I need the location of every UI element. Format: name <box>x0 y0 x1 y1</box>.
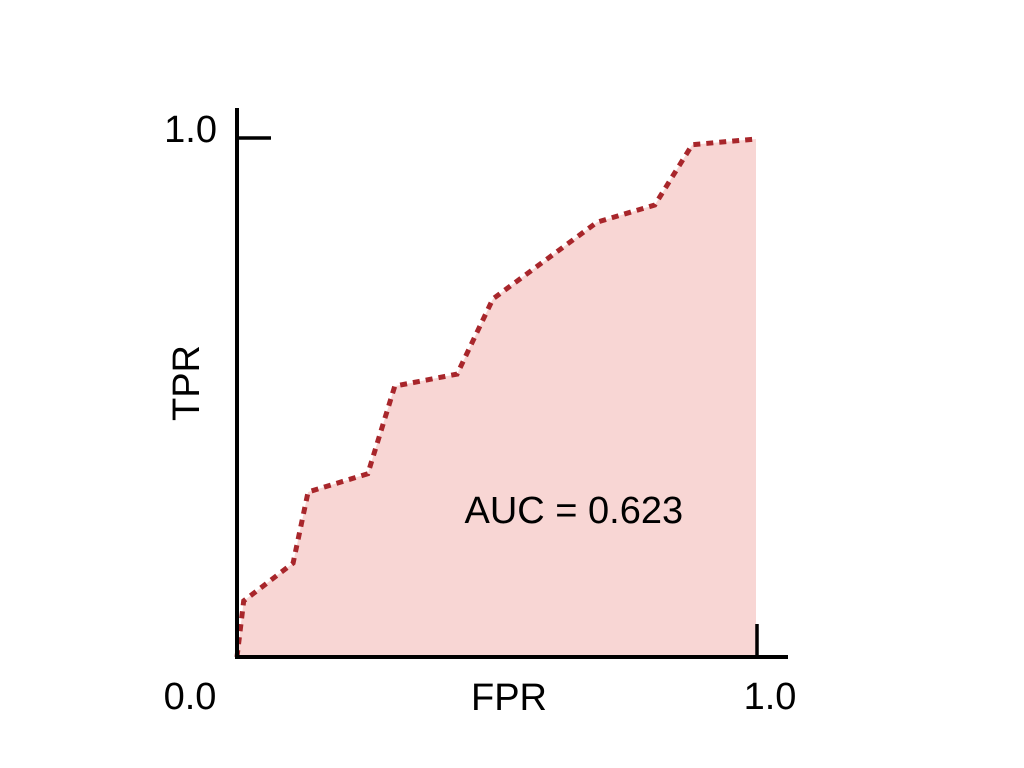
roc-fill <box>237 139 756 657</box>
x-tick-label-0.0: 0.0 <box>164 676 217 718</box>
x-tick-label-1.0: 1.0 <box>744 676 797 718</box>
roc-curve <box>234 136 757 658</box>
y-axis-title: TPR <box>166 345 208 421</box>
x-axis-title: FPR <box>471 677 547 719</box>
auc-annotation: AUC = 0.623 <box>464 490 683 532</box>
y-tick-label-1.0: 1.0 <box>164 109 217 151</box>
